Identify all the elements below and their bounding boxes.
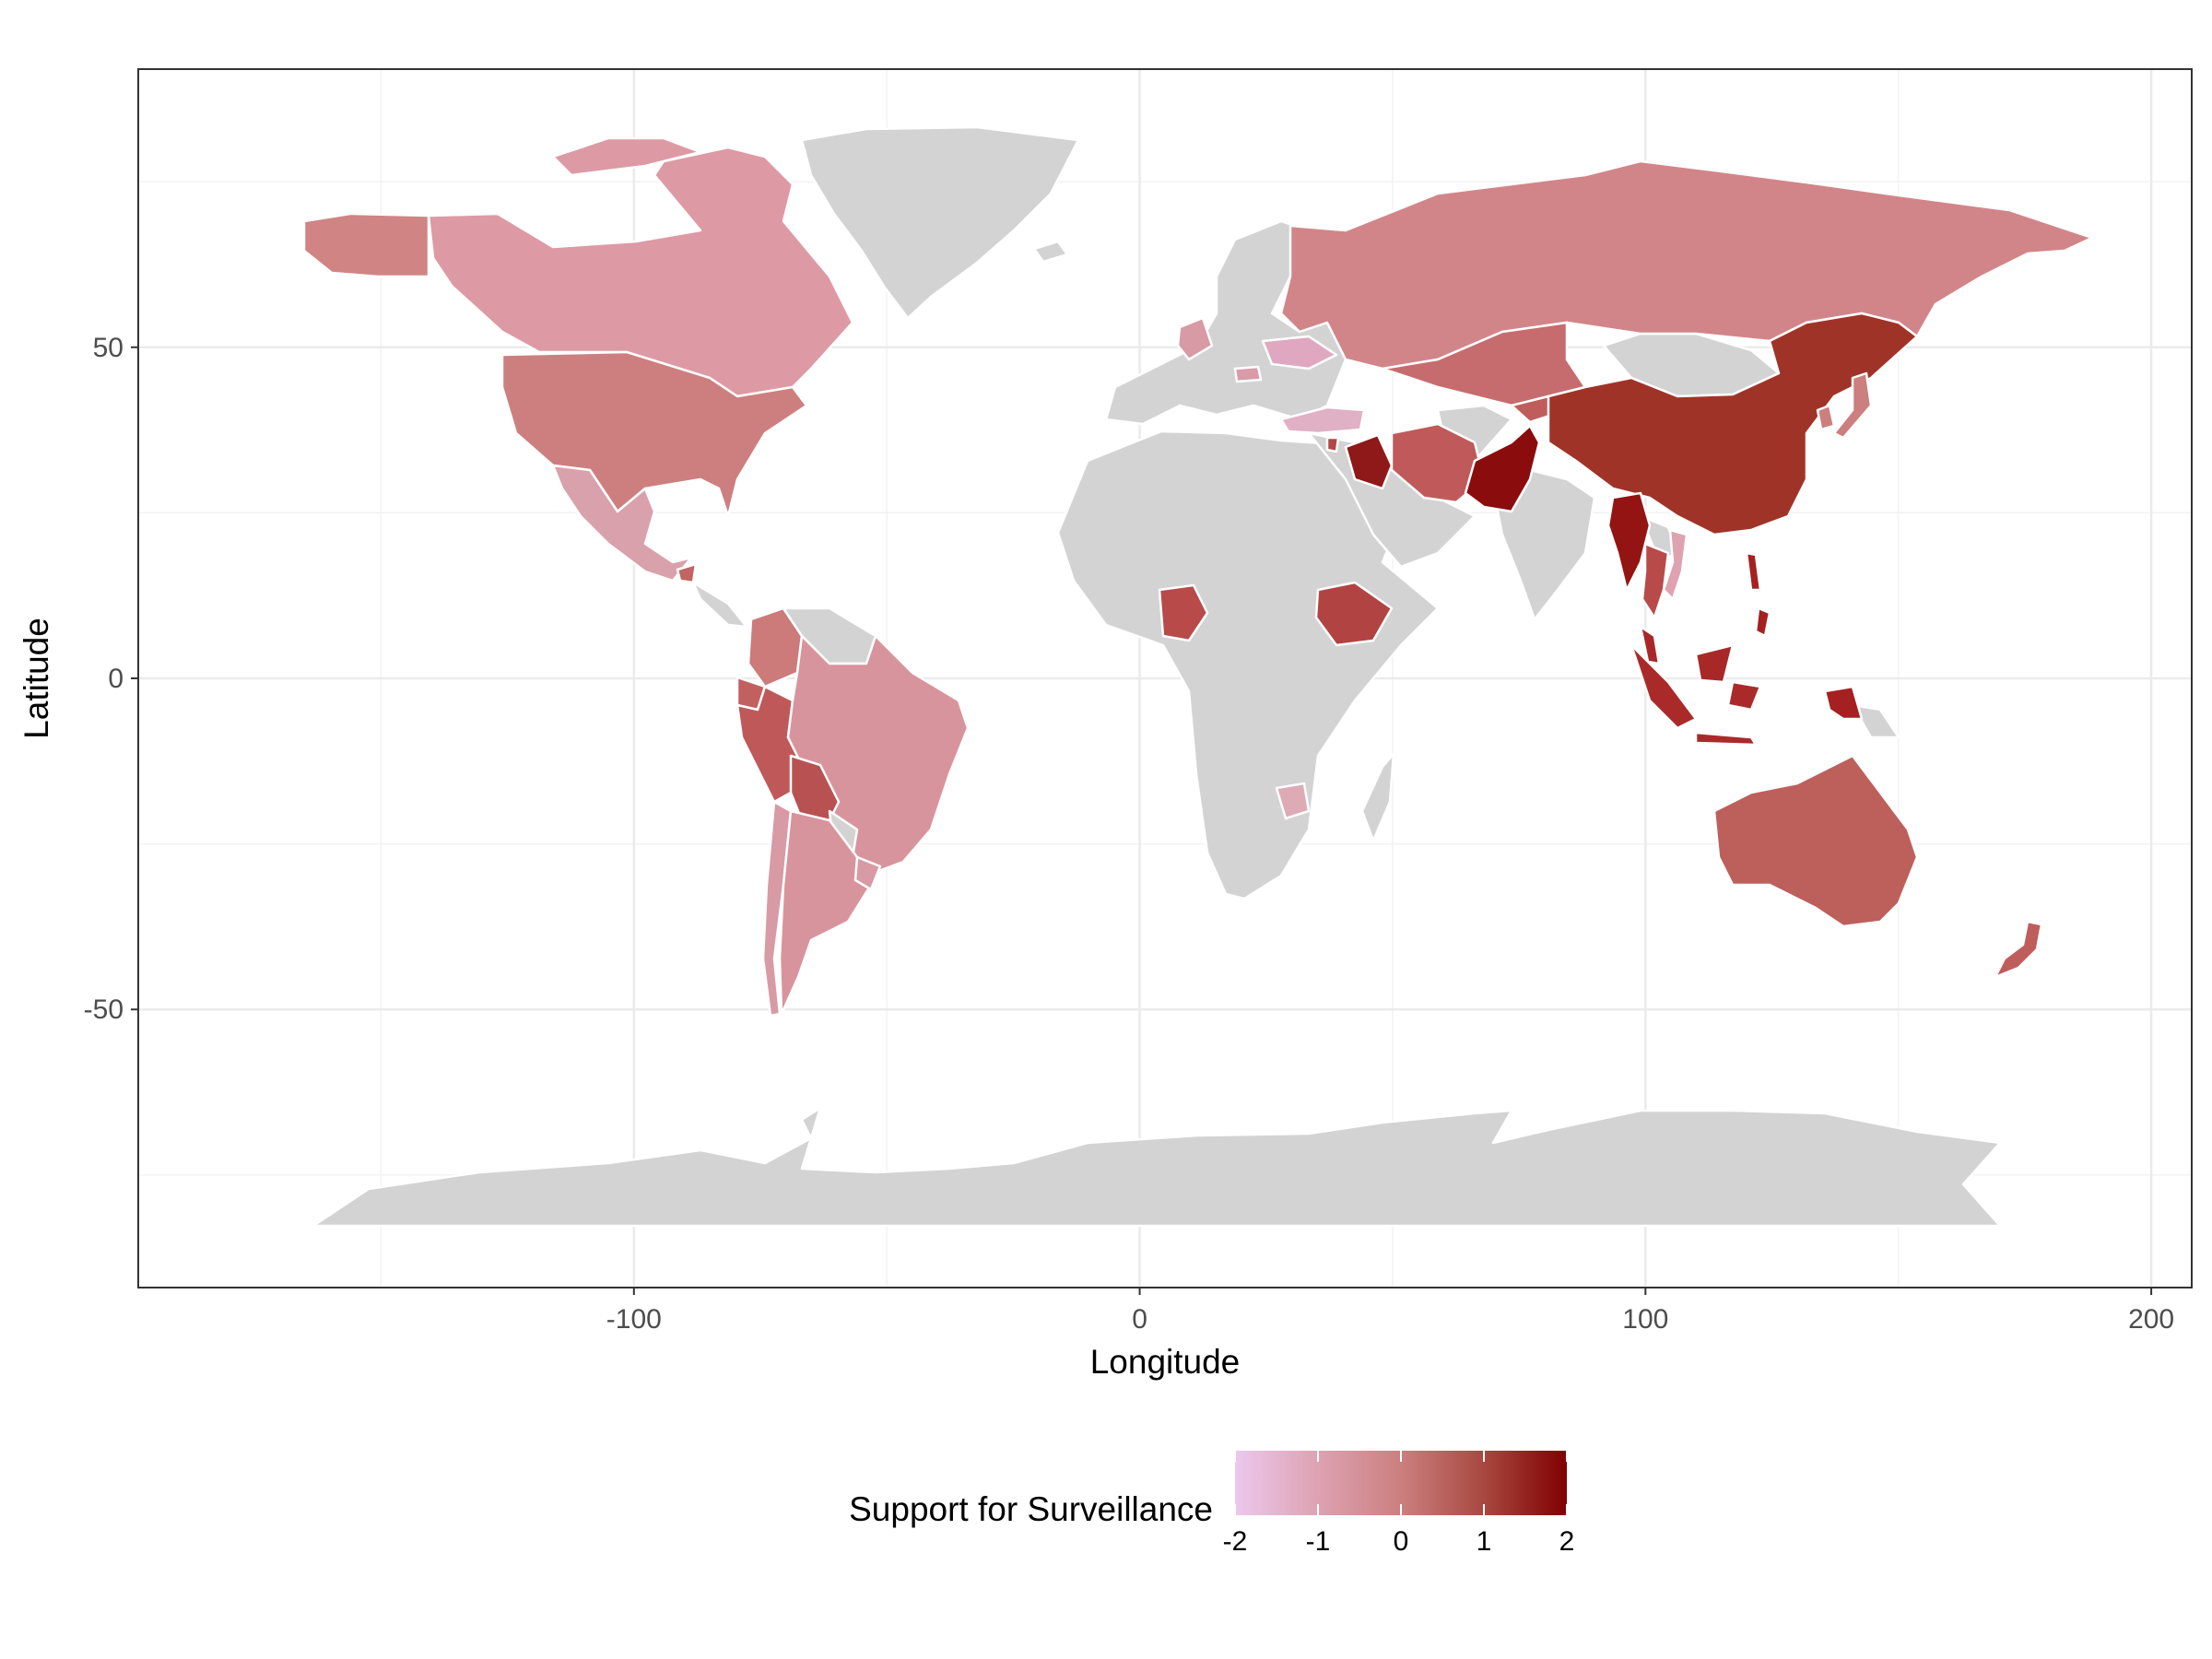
legend-tick-label: -1: [1306, 1526, 1331, 1557]
country-lebanon: [1327, 438, 1338, 452]
legend-tick-label: 2: [1559, 1526, 1575, 1557]
x-tick-label: -100: [606, 1304, 662, 1335]
country-hungary: [1235, 367, 1261, 382]
x-tick-label: 0: [1132, 1304, 1147, 1335]
legend-title: Support for Surveillance: [849, 1490, 1213, 1528]
x-tick-label: 200: [2128, 1304, 2174, 1335]
y-tick-label: -50: [84, 994, 124, 1025]
y-tick-label: 0: [108, 664, 124, 694]
y-tick-label: 50: [93, 333, 124, 363]
x-tick-label: 100: [1622, 1304, 1668, 1335]
legend-tick-label: 0: [1394, 1526, 1409, 1557]
legend-tick-label: 1: [1477, 1526, 1492, 1557]
x-axis-title: Longitude: [1090, 1343, 1241, 1381]
y-axis-title: Latitude: [18, 618, 55, 739]
country-alaska: [304, 214, 429, 276]
legend-tick-label: -2: [1223, 1526, 1248, 1557]
legend: Support for Surveillance -2 -1 0 1 2: [849, 1451, 1574, 1557]
